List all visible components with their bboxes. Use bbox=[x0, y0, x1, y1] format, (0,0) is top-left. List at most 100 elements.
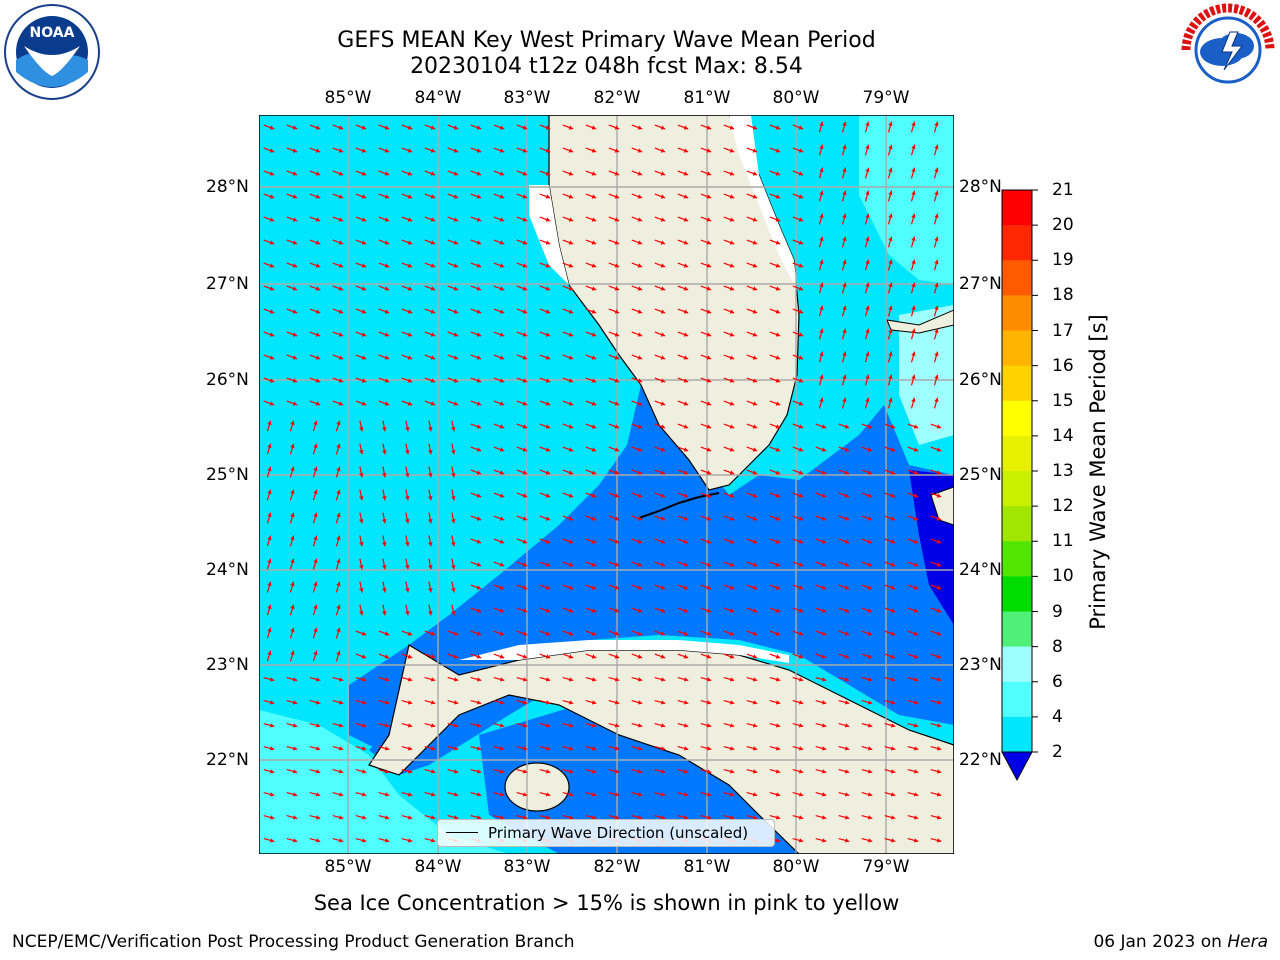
wave-arrow bbox=[841, 282, 847, 294]
wave-arrow bbox=[359, 535, 364, 547]
wave-arrow bbox=[792, 584, 804, 590]
wave-arrow bbox=[910, 121, 916, 133]
wave-arrow bbox=[312, 512, 318, 524]
lat-label-right: 27°N bbox=[959, 274, 1002, 294]
wave-arrow bbox=[539, 561, 551, 567]
wave-arrow bbox=[562, 239, 574, 245]
wave-arrow bbox=[769, 584, 781, 590]
wave-arrow bbox=[516, 262, 528, 268]
wave-arrow bbox=[562, 815, 574, 820]
wave-arrow bbox=[447, 147, 459, 153]
wave-arrow bbox=[355, 147, 367, 153]
wave-arrow bbox=[815, 723, 827, 728]
wave-arrow bbox=[562, 584, 574, 590]
wave-arrow bbox=[562, 630, 574, 636]
wave-arrow bbox=[654, 193, 666, 199]
wave-arrow bbox=[401, 285, 413, 291]
wave-arrow bbox=[910, 397, 916, 409]
wave-arrow bbox=[562, 285, 574, 291]
wave-arrow bbox=[723, 423, 735, 429]
wave-arrow bbox=[769, 561, 781, 567]
wave-arrow bbox=[818, 374, 824, 386]
wave-arrow bbox=[401, 193, 413, 199]
wave-arrow bbox=[861, 492, 873, 498]
wave-arrow bbox=[470, 377, 482, 383]
colorbar-tick-label: 19 bbox=[1052, 250, 1074, 271]
wave-arrow bbox=[700, 147, 712, 153]
wave-arrow bbox=[424, 677, 436, 682]
wave-arrow bbox=[493, 515, 505, 521]
wave-arrow bbox=[769, 769, 781, 774]
wave-arrow bbox=[493, 492, 505, 498]
wave-arrow bbox=[746, 723, 758, 728]
colorbar-band bbox=[1002, 716, 1032, 753]
wave-arrow bbox=[815, 538, 827, 544]
wave-arrow bbox=[907, 746, 919, 751]
wave-arrow bbox=[631, 285, 643, 291]
wave-arrow bbox=[884, 769, 896, 774]
wave-arrow bbox=[470, 746, 482, 751]
wave-arrow bbox=[382, 512, 387, 524]
wave-arrow bbox=[516, 492, 528, 498]
wave-arrow bbox=[769, 377, 781, 383]
wave-arrow bbox=[723, 492, 735, 498]
wave-arrow bbox=[263, 354, 275, 360]
wave-arrow bbox=[401, 308, 413, 314]
wave-arrow bbox=[631, 377, 643, 383]
wave-arrow bbox=[861, 584, 873, 590]
wave-arrow bbox=[815, 584, 827, 590]
wave-arrow bbox=[818, 259, 824, 271]
wave-arrow bbox=[815, 515, 827, 521]
wave-arrow bbox=[677, 446, 689, 452]
wave-arrow bbox=[677, 607, 689, 613]
wave-arrow bbox=[723, 607, 735, 613]
wave-arrow bbox=[677, 723, 689, 728]
wave-arrow bbox=[608, 515, 620, 521]
map-legend: Primary Wave Direction (unscaled) bbox=[437, 819, 775, 847]
wave-arrow bbox=[818, 351, 824, 363]
wave-arrow bbox=[818, 236, 824, 248]
wave-arrow bbox=[516, 653, 528, 659]
wave-arrow bbox=[378, 262, 390, 268]
wave-arrow bbox=[539, 262, 551, 268]
wave-arrow bbox=[815, 492, 827, 498]
wave-arrow bbox=[910, 328, 916, 340]
wave-arrow bbox=[746, 147, 758, 153]
wave-arrow bbox=[405, 558, 410, 570]
wave-arrow bbox=[887, 328, 893, 340]
wave-arrow bbox=[585, 630, 597, 636]
colorbar-tick-label: 15 bbox=[1052, 390, 1074, 411]
wave-arrow bbox=[451, 604, 456, 616]
wave-arrow bbox=[516, 561, 528, 567]
wave-arrow bbox=[359, 604, 364, 616]
wave-arrow bbox=[263, 124, 275, 130]
wave-arrow bbox=[516, 239, 528, 245]
wave-arrow bbox=[539, 746, 551, 751]
wave-arrow bbox=[401, 331, 413, 337]
wave-arrow bbox=[677, 216, 689, 222]
wave-arrow bbox=[654, 124, 666, 130]
wave-arrow bbox=[769, 700, 781, 705]
wave-arrow bbox=[861, 446, 873, 452]
wave-arrow bbox=[818, 282, 824, 294]
wave-arrow bbox=[769, 746, 781, 751]
wave-arrow bbox=[700, 331, 712, 337]
wave-arrow bbox=[631, 193, 643, 199]
wave-arrow bbox=[933, 121, 939, 133]
wave-arrow bbox=[792, 239, 804, 245]
wave-arrow bbox=[723, 354, 735, 360]
wave-arrow bbox=[861, 723, 873, 728]
wave-arrow bbox=[654, 515, 666, 521]
wave-arrow bbox=[792, 400, 804, 406]
wave-arrow bbox=[332, 354, 344, 360]
wave-arrow bbox=[401, 216, 413, 222]
wave-arrow bbox=[332, 308, 344, 314]
wave-arrow bbox=[864, 305, 870, 317]
wave-arrow bbox=[378, 147, 390, 153]
wave-arrow bbox=[424, 630, 436, 636]
wave-arrow bbox=[631, 723, 643, 728]
wave-arrow bbox=[378, 723, 390, 728]
colorbar-tick-label: 10 bbox=[1052, 566, 1074, 587]
wave-arrow bbox=[401, 124, 413, 130]
wave-arrow bbox=[286, 792, 298, 797]
